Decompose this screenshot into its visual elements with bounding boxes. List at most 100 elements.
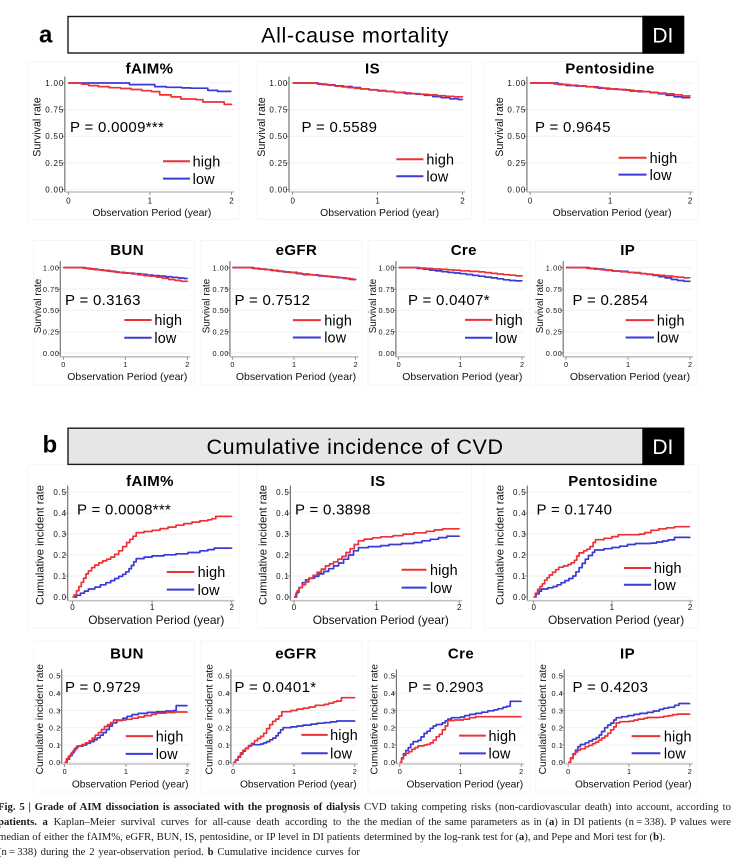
svg-text:1: 1 [627, 767, 631, 776]
svg-text:Observation Period (year): Observation Period (year) [570, 371, 690, 383]
svg-text:Survival rate: Survival rate [33, 278, 44, 333]
svg-text:0.1: 0.1 [49, 741, 61, 750]
svg-text:low: low [430, 581, 453, 597]
svg-text:2: 2 [460, 197, 465, 206]
svg-text:high: high [430, 563, 458, 579]
svg-text:Survival rate: Survival rate [494, 97, 506, 156]
svg-text:P = 0.9729: P = 0.9729 [65, 679, 141, 696]
svg-text:0.3: 0.3 [276, 530, 290, 539]
svg-text:0.75: 0.75 [507, 106, 526, 115]
svg-text:low: low [650, 168, 673, 184]
svg-text:1: 1 [124, 767, 128, 776]
svg-text:0.25: 0.25 [378, 328, 395, 337]
svg-text:2: 2 [185, 767, 189, 776]
svg-text:Cumulative incident rate: Cumulative incident rate [538, 664, 549, 775]
svg-text:0.5: 0.5 [551, 672, 563, 681]
svg-text:Cumulative incident rate: Cumulative incident rate [204, 664, 215, 775]
svg-text:0.00: 0.00 [378, 349, 395, 358]
svg-text:high: high [193, 155, 221, 171]
svg-text:0.25: 0.25 [507, 159, 526, 168]
svg-text:Survival rate: Survival rate [368, 278, 379, 333]
svg-text:0.0: 0.0 [49, 758, 61, 767]
svg-text:2: 2 [229, 603, 234, 612]
svg-text:Observation Period (year): Observation Period (year) [575, 779, 692, 790]
svg-text:Observation Period (year): Observation Period (year) [402, 371, 522, 383]
svg-text:IP: IP [620, 242, 635, 259]
svg-text:low: low [198, 583, 221, 599]
svg-text:1: 1 [375, 197, 380, 206]
svg-text:0.75: 0.75 [43, 285, 60, 294]
svg-text:Survival rate: Survival rate [202, 278, 213, 333]
svg-text:0.0: 0.0 [551, 758, 563, 767]
svg-text:1: 1 [148, 197, 153, 206]
svg-text:high: high [489, 729, 517, 745]
svg-text:2: 2 [519, 767, 523, 776]
svg-text:2: 2 [688, 603, 693, 612]
svg-text:0.4: 0.4 [551, 689, 563, 698]
svg-text:1.00: 1.00 [546, 263, 563, 272]
svg-text:0.2: 0.2 [53, 551, 67, 560]
svg-text:0.75: 0.75 [269, 106, 288, 115]
svg-text:0.75: 0.75 [45, 106, 64, 115]
svg-text:0.50: 0.50 [212, 306, 229, 315]
svg-text:0.3: 0.3 [513, 530, 527, 539]
svg-text:P = 0.2854: P = 0.2854 [573, 292, 649, 309]
svg-text:0.3: 0.3 [384, 706, 396, 715]
svg-text:P = 0.9645: P = 0.9645 [535, 119, 611, 136]
svg-text:0.0: 0.0 [513, 593, 527, 602]
svg-text:2: 2 [688, 197, 693, 206]
svg-text:Observation Period (year): Observation Period (year) [92, 208, 211, 219]
svg-text:0: 0 [564, 360, 568, 369]
svg-text:low: low [156, 747, 179, 763]
svg-text:1: 1 [292, 767, 296, 776]
svg-text:a: a [39, 22, 53, 49]
svg-text:0.0: 0.0 [276, 593, 290, 602]
svg-text:0.75: 0.75 [546, 285, 563, 294]
svg-text:0.2: 0.2 [276, 551, 290, 560]
svg-text:0.50: 0.50 [45, 132, 64, 141]
svg-text:0: 0 [528, 197, 533, 206]
svg-text:0.1: 0.1 [551, 741, 563, 750]
svg-text:Observation Period (year): Observation Period (year) [240, 779, 357, 790]
svg-text:2: 2 [229, 197, 234, 206]
svg-text:0: 0 [398, 767, 402, 776]
svg-text:IS: IS [371, 473, 386, 490]
svg-text:Survival rate: Survival rate [31, 97, 43, 156]
svg-text:P = 0.0009***: P = 0.0009*** [70, 119, 164, 136]
svg-text:0: 0 [292, 603, 297, 612]
svg-text:0.5: 0.5 [276, 488, 290, 497]
svg-text:low: low [657, 331, 680, 347]
svg-text:0.75: 0.75 [378, 285, 395, 294]
svg-text:P = 0.5589: P = 0.5589 [302, 119, 378, 136]
svg-text:0.75: 0.75 [212, 285, 229, 294]
svg-text:0: 0 [566, 767, 570, 776]
svg-text:low: low [324, 331, 347, 347]
svg-text:0.00: 0.00 [43, 349, 60, 358]
svg-text:0.2: 0.2 [551, 724, 563, 733]
svg-text:high: high [198, 565, 226, 581]
svg-text:1: 1 [626, 360, 630, 369]
svg-text:0: 0 [231, 767, 235, 776]
svg-text:1.00: 1.00 [45, 79, 64, 88]
svg-text:P = 0.4203: P = 0.4203 [573, 679, 649, 696]
svg-text:0.5: 0.5 [384, 672, 396, 681]
svg-text:2: 2 [353, 767, 357, 776]
svg-text:Cumulative incident rate: Cumulative incident rate [370, 664, 381, 775]
svg-text:0.25: 0.25 [546, 328, 563, 337]
svg-text:0.1: 0.1 [53, 572, 67, 581]
svg-text:0.50: 0.50 [546, 306, 563, 315]
svg-text:Observation Period (year): Observation Period (year) [67, 371, 187, 383]
svg-text:1.00: 1.00 [507, 79, 526, 88]
svg-text:1.00: 1.00 [378, 263, 395, 272]
svg-text:IP: IP [620, 645, 635, 662]
svg-text:low: low [154, 331, 177, 347]
svg-text:0.50: 0.50 [43, 306, 60, 315]
svg-text:low: low [330, 747, 353, 763]
svg-text:0.00: 0.00 [212, 349, 229, 358]
svg-text:Cre: Cre [451, 242, 477, 259]
svg-text:0.1: 0.1 [384, 741, 396, 750]
svg-text:high: high [324, 313, 352, 329]
svg-text:0.0: 0.0 [218, 758, 230, 767]
svg-text:Observation Period (year): Observation Period (year) [548, 613, 684, 627]
svg-text:BUN: BUN [110, 645, 144, 662]
